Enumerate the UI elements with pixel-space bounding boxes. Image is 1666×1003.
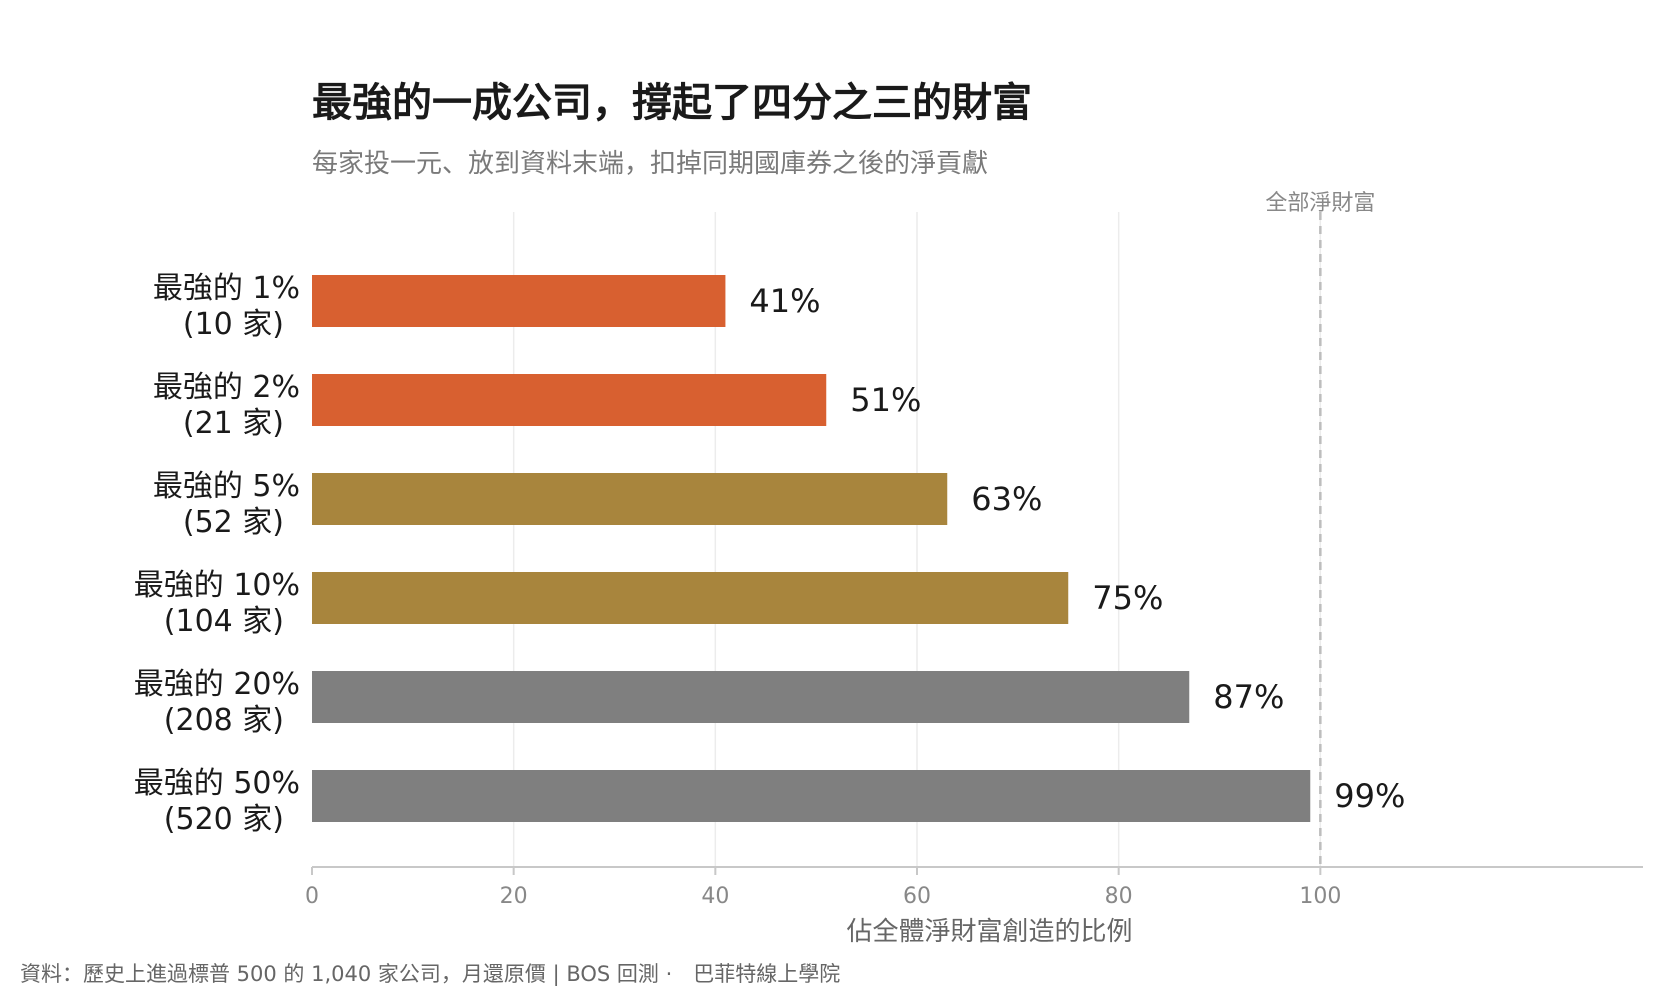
bar-value-label: 41%: [749, 282, 820, 320]
category-sublabel: (104 家): [164, 604, 284, 639]
x-tick-label: 80: [1105, 884, 1133, 909]
x-tick-label: 100: [1299, 884, 1341, 909]
chart-title: 最強的一成公司，撐起了四分之三的財富: [312, 80, 1032, 126]
bar-value-label: 75%: [1092, 579, 1163, 617]
bar: [312, 275, 726, 327]
category-sublabel: (520 家): [164, 802, 284, 837]
bar: [312, 473, 948, 525]
bar-value-label: 87%: [1213, 678, 1284, 716]
bar-value-label: 63%: [971, 480, 1042, 518]
x-tick-label: 60: [903, 884, 931, 909]
source-note: 資料：歷史上進過標普 500 的 1,040 家公司，月還原價 | BOS 回測…: [20, 962, 841, 986]
bar-value-label: 99%: [1334, 777, 1405, 815]
reference-line-label: 全部淨財富: [1265, 191, 1375, 216]
category-label: 最強的 5%: [153, 469, 300, 504]
category-sublabel: (52 家): [183, 505, 284, 540]
bar: [312, 374, 827, 426]
category-label: 最強的 10%: [134, 568, 300, 603]
category-sublabel: (10 家): [183, 307, 284, 342]
category-label: 最強的 20%: [134, 667, 300, 702]
category-sublabel: (208 家): [164, 703, 284, 738]
x-tick-label: 20: [500, 884, 528, 909]
category-label: 最強的 50%: [134, 766, 300, 801]
x-axis-title: 佔全體淨財富創造的比例: [846, 917, 1132, 947]
bar: [312, 671, 1190, 723]
category-label: 最強的 1%: [153, 271, 300, 306]
bar-value-label: 51%: [850, 381, 921, 419]
bar: [312, 770, 1311, 822]
x-tick-label: 0: [305, 884, 319, 909]
bar: [312, 572, 1069, 624]
category-label: 最強的 2%: [153, 370, 300, 405]
x-tick-label: 40: [701, 884, 729, 909]
chart-subtitle: 每家投一元、放到資料末端，扣掉同期國庫券之後的淨貢獻: [312, 149, 989, 179]
category-sublabel: (21 家): [183, 406, 284, 441]
